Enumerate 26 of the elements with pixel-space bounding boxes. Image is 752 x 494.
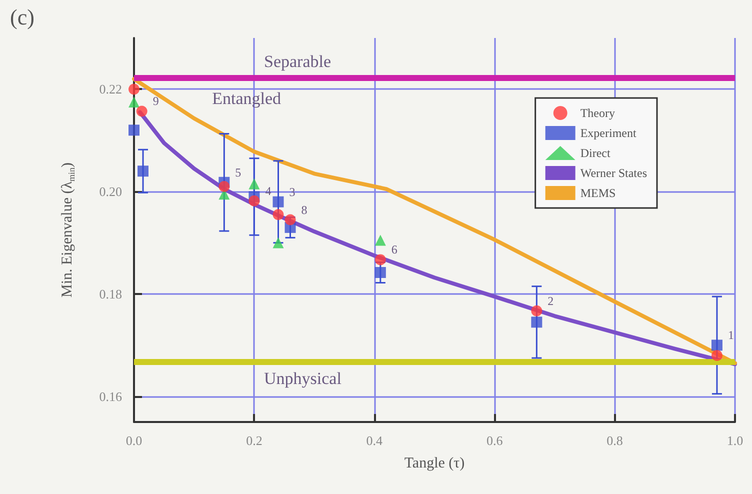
x-tick-label: 1.0 bbox=[726, 433, 744, 448]
legend-label: Direct bbox=[580, 146, 611, 160]
annotation: 1 bbox=[728, 328, 734, 342]
y-tick-label: 0.18 bbox=[99, 286, 122, 302]
annotation: 5 bbox=[235, 165, 242, 180]
x-tick-label: 0.4 bbox=[366, 433, 384, 448]
annotation: 6 bbox=[391, 242, 398, 257]
x-tick-label: 0.0 bbox=[126, 433, 142, 448]
y-tick-label: 0.16 bbox=[99, 388, 122, 404]
annotation: 9 bbox=[152, 94, 159, 108]
legend-label: MEMS bbox=[580, 186, 616, 200]
y-tick-label: 0.20 bbox=[99, 184, 122, 200]
legend-label: Theory bbox=[580, 106, 615, 120]
ref-line-label: Unphysical bbox=[264, 369, 342, 388]
text: (c) bbox=[10, 4, 34, 30]
y-tick-label: 0.22 bbox=[99, 82, 122, 97]
ref-line-label: Separable bbox=[264, 52, 332, 71]
x-tick-label: 0.6 bbox=[486, 433, 504, 448]
legend-label: Werner States bbox=[580, 166, 648, 180]
annotation: 8 bbox=[301, 202, 308, 217]
y-axis-title: Min. Eigenvalue (λmin) bbox=[60, 162, 76, 298]
legend-label: Experiment bbox=[580, 126, 637, 140]
x-tick-label: 0.2 bbox=[246, 433, 262, 448]
x-axis-title: Tangle (τ) bbox=[404, 456, 465, 472]
annotation: 2 bbox=[548, 294, 554, 308]
x-tick-label: 0.8 bbox=[606, 433, 623, 448]
